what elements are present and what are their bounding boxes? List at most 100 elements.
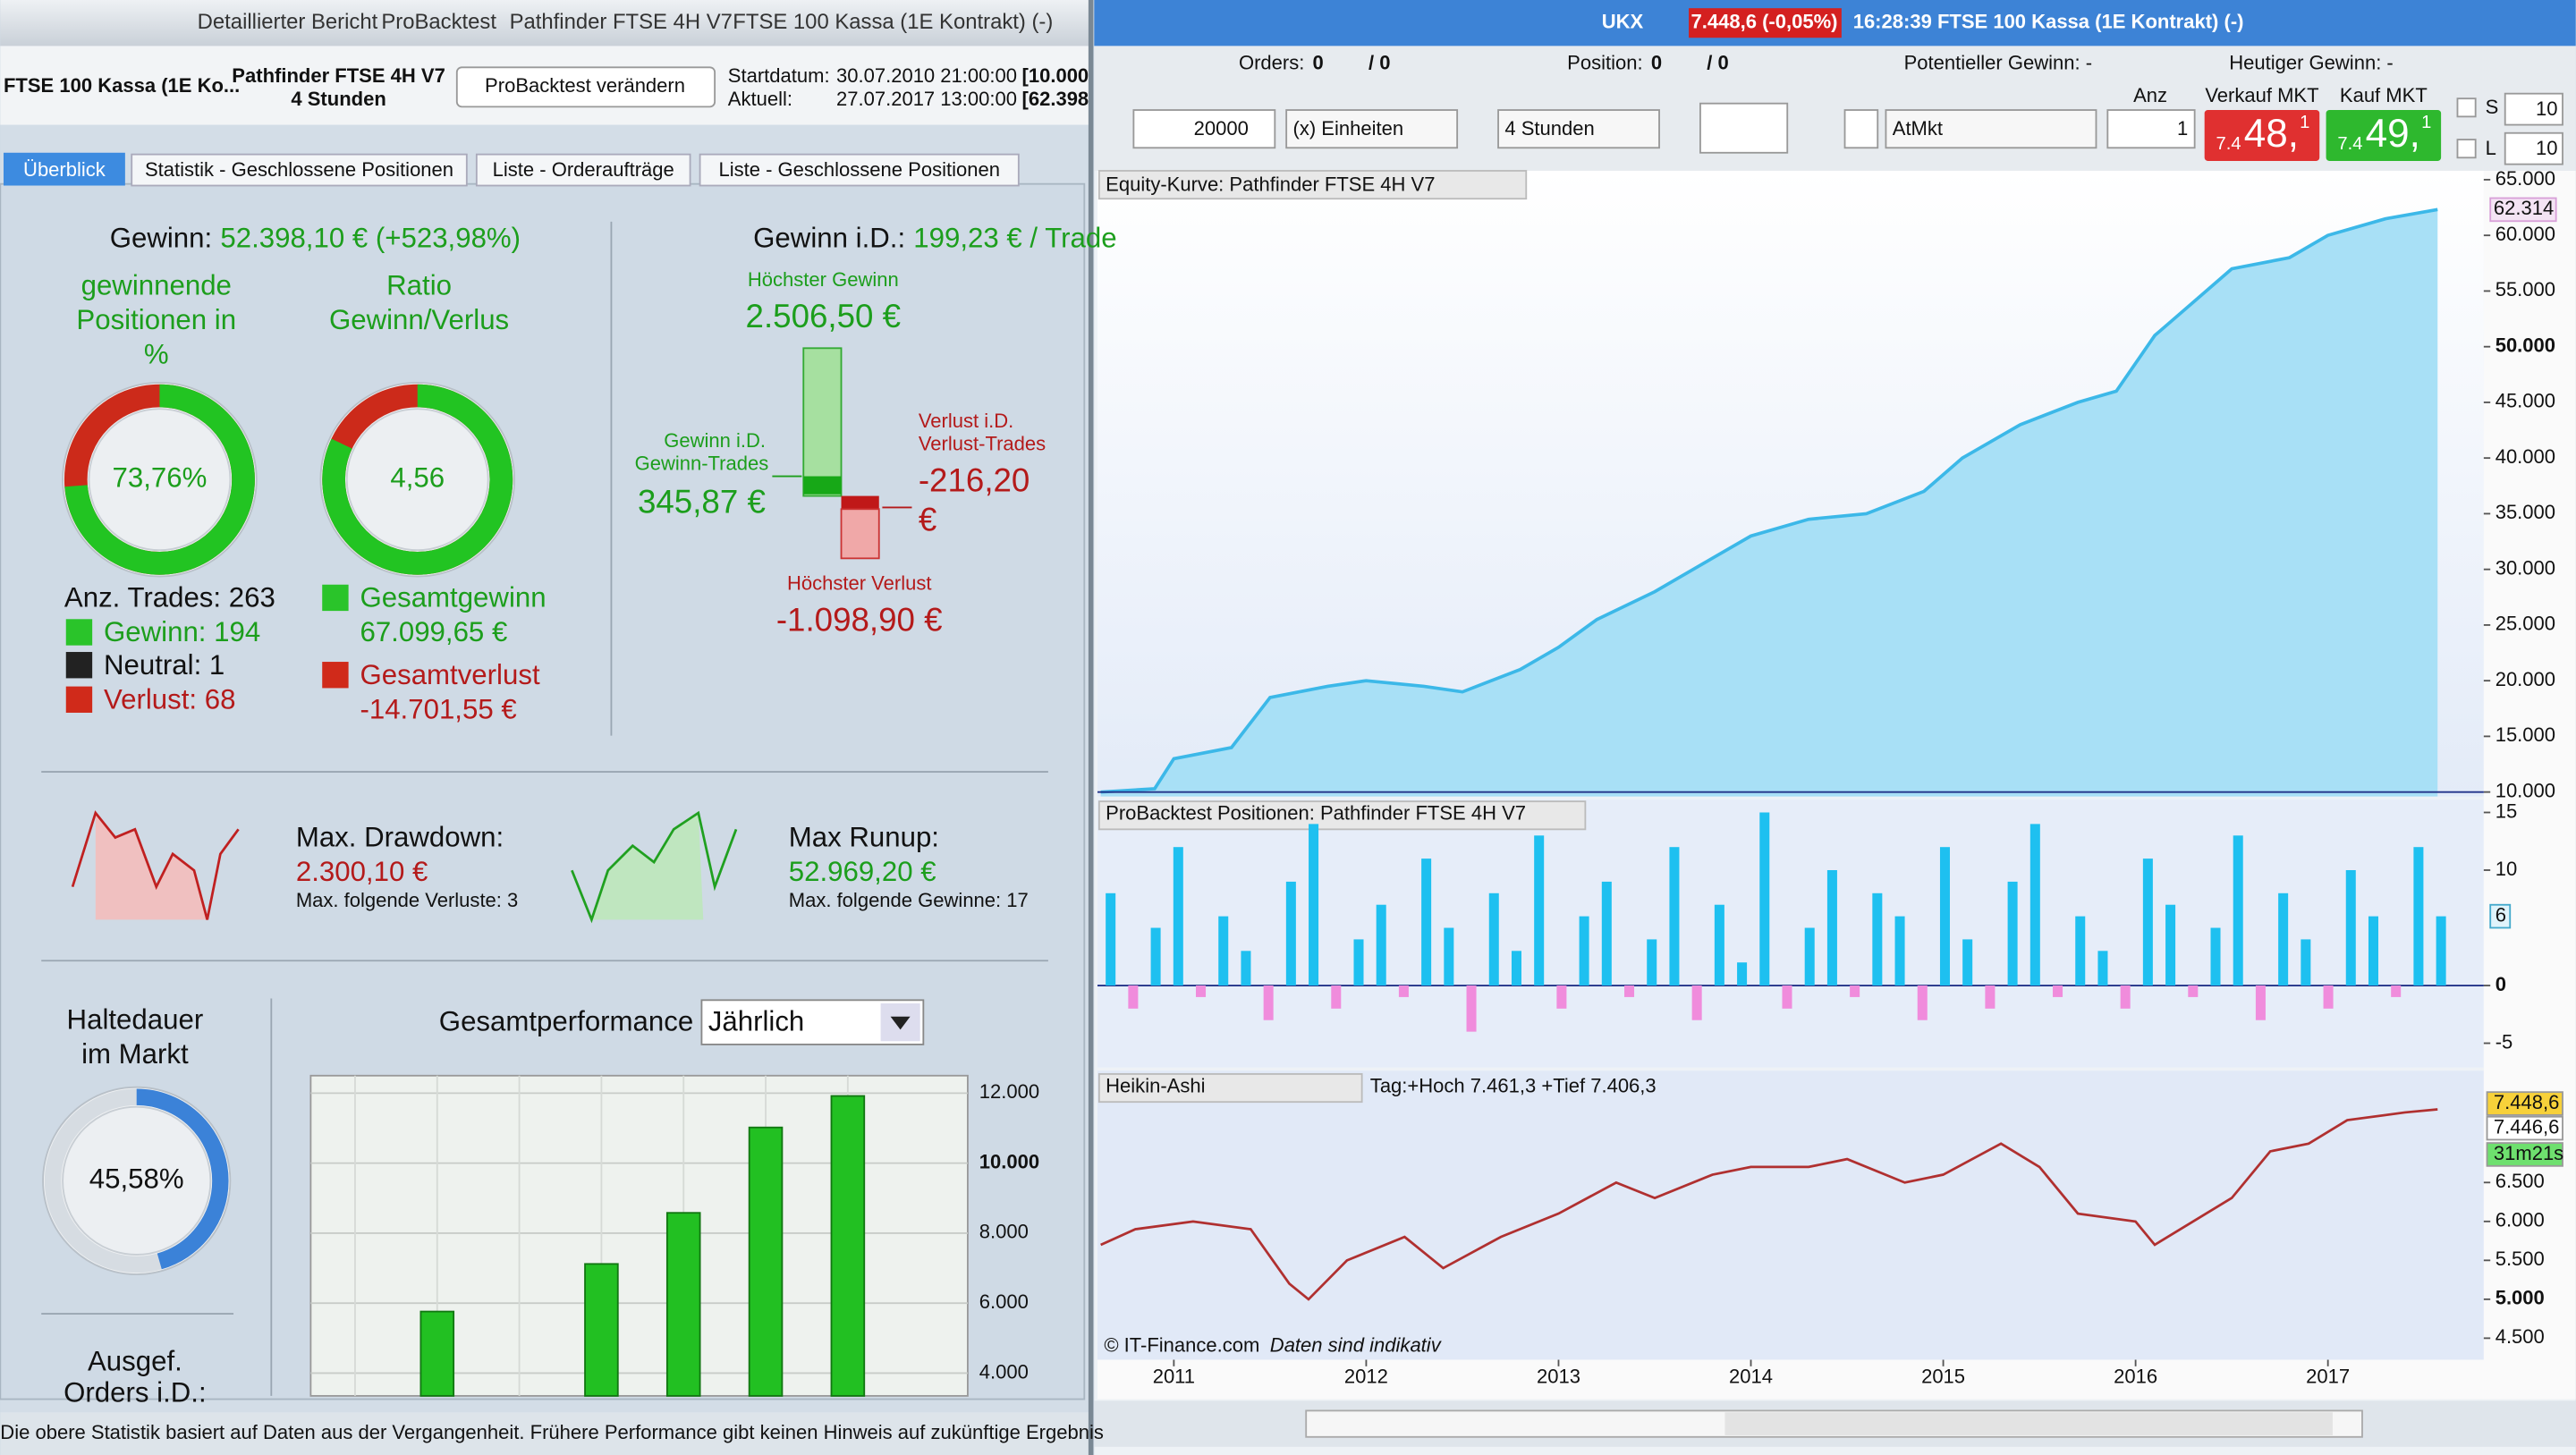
label: im Markt (81, 1038, 189, 1070)
win-donut-inner (88, 408, 232, 552)
indicator-button[interactable] (1699, 102, 1789, 154)
position-bar (2436, 916, 2446, 986)
position-bar (1196, 986, 1207, 997)
qty-input[interactable] (1132, 109, 1276, 149)
price-label: 7.446,6 (2494, 1115, 2559, 1138)
panel-title: Equity-Kurve: Pathfinder FTSE 4H V7 (1106, 173, 1435, 195)
position-bar (1579, 916, 1589, 986)
y-tick-label: 5.000 (2496, 1287, 2545, 1309)
label: [10.000 (1022, 64, 1089, 87)
tab-label: Statistik - Geschlossene Positionen (145, 158, 453, 181)
scroll-thumb[interactable] (1724, 1412, 2333, 1435)
y-tick-label: 60.000 (2496, 223, 2555, 245)
y-tick-label: 10.000 (979, 1150, 1039, 1172)
tab[interactable] (699, 153, 1020, 187)
s-checkbox[interactable] (2456, 97, 2477, 118)
tab[interactable] (475, 153, 691, 187)
y-tick-label: 10.000 (2496, 779, 2555, 801)
buy-button[interactable] (2326, 110, 2442, 161)
position-bar (2413, 847, 2424, 986)
label: 45,58% (89, 1163, 184, 1195)
tab-label: Liste - Orderaufträge (493, 158, 674, 181)
label: Gewinn: 194 (104, 616, 260, 647)
panel-title-bg (1097, 1073, 1363, 1104)
label: 49, (2366, 112, 2420, 156)
position-bar (1624, 986, 1635, 997)
position-bar (1398, 986, 1409, 997)
label: 7.448,6 (-0,05%) (1691, 11, 1838, 33)
label: Gewinn i.D. (664, 429, 766, 452)
label: / 0 (1707, 51, 1728, 73)
x-tick-label: 2014 (1729, 1366, 1773, 1388)
heikin-panel (1097, 1070, 2484, 1360)
y-tick-label: 20.000 (2496, 668, 2555, 690)
position-bar (2120, 986, 2131, 1009)
position-bar (1466, 986, 1477, 1032)
label: Verlust i.D. (919, 410, 1013, 432)
label: Gewinn i.D.: (753, 222, 905, 253)
position-bar (1556, 986, 1567, 1009)
label: 199,23 € / Trade (913, 222, 1116, 253)
tab[interactable] (131, 153, 468, 187)
label: AtMkt (1893, 117, 1943, 140)
label: Verlust: 68 (104, 683, 235, 715)
position-bar (1241, 951, 1251, 986)
position-bar (2233, 835, 2243, 986)
label: Neutral: 1 (104, 649, 225, 681)
position-bar (1331, 986, 1342, 1009)
wrench-button[interactable] (1843, 109, 1879, 149)
label: 7.4 (2337, 134, 2362, 154)
price-label-box (2486, 1142, 2563, 1167)
position-bar (1534, 835, 1545, 986)
price-label-box (2486, 1091, 2563, 1116)
edit-button[interactable] (455, 66, 716, 108)
label: Max Runup: (789, 822, 939, 853)
position-bar (2255, 986, 2266, 1020)
s-input[interactable] (2504, 92, 2563, 126)
label: Höchster Verlust (787, 572, 932, 595)
bar (419, 1310, 455, 1397)
position-bar (1894, 916, 1905, 986)
units-dropdown[interactable] (1285, 109, 1459, 149)
y-tick-label: 6.500 (2496, 1170, 2545, 1192)
y-tick-label: 10 (2496, 858, 2518, 880)
position-bar (1601, 881, 1612, 986)
position-bar (1218, 916, 1229, 986)
label: Verkauf MKT (2205, 84, 2318, 106)
label: 1 (2421, 113, 2431, 132)
l-input[interactable] (2504, 131, 2563, 165)
l-checkbox[interactable] (2456, 139, 2477, 159)
legend-square (65, 686, 93, 713)
panel-title: Heikin-Ashi (1106, 1074, 1205, 1096)
label: Haltedauer (67, 1003, 204, 1035)
sell-button[interactable] (2204, 110, 2320, 161)
label: Gewinn: (110, 222, 212, 253)
timeframe-dropdown[interactable] (1497, 109, 1660, 149)
position-bar (2097, 951, 2108, 986)
tab-active[interactable] (3, 152, 125, 186)
y-tick-label: 65.000 (2496, 167, 2555, 190)
anz-input[interactable] (2106, 109, 2196, 149)
label: Höchster Gewinn (748, 268, 899, 291)
legend-square (65, 652, 93, 679)
title-item: Detaillierter Bericht (198, 10, 378, 34)
positions-panel (1097, 799, 2484, 1068)
drawdown-area (95, 812, 208, 920)
order-type-dropdown[interactable] (1885, 109, 2097, 149)
position-bar (2345, 870, 2356, 986)
label: Die obere Statistik basiert auf Daten au… (0, 1421, 1104, 1443)
title-item: Pathfinder FTSE 4H V7 (510, 10, 733, 34)
label: Pathfinder FTSE 4H V7 (232, 64, 445, 87)
holding-donut-arc (44, 1088, 229, 1273)
label: 48, (2244, 112, 2299, 156)
legend-square (65, 619, 93, 646)
y-tick-label: 5.500 (2496, 1248, 2545, 1270)
label: Gesamtperformance (439, 1005, 693, 1036)
position-bar (1309, 824, 1319, 986)
ratio-donut-inner (345, 408, 489, 552)
label: 1 (2177, 117, 2188, 140)
label: Gewinn-Trades (635, 452, 769, 474)
position-bar (1691, 986, 1702, 1020)
tab-label: Liste - Geschlossene Positionen (718, 158, 1000, 181)
label: Anz (2133, 84, 2167, 106)
